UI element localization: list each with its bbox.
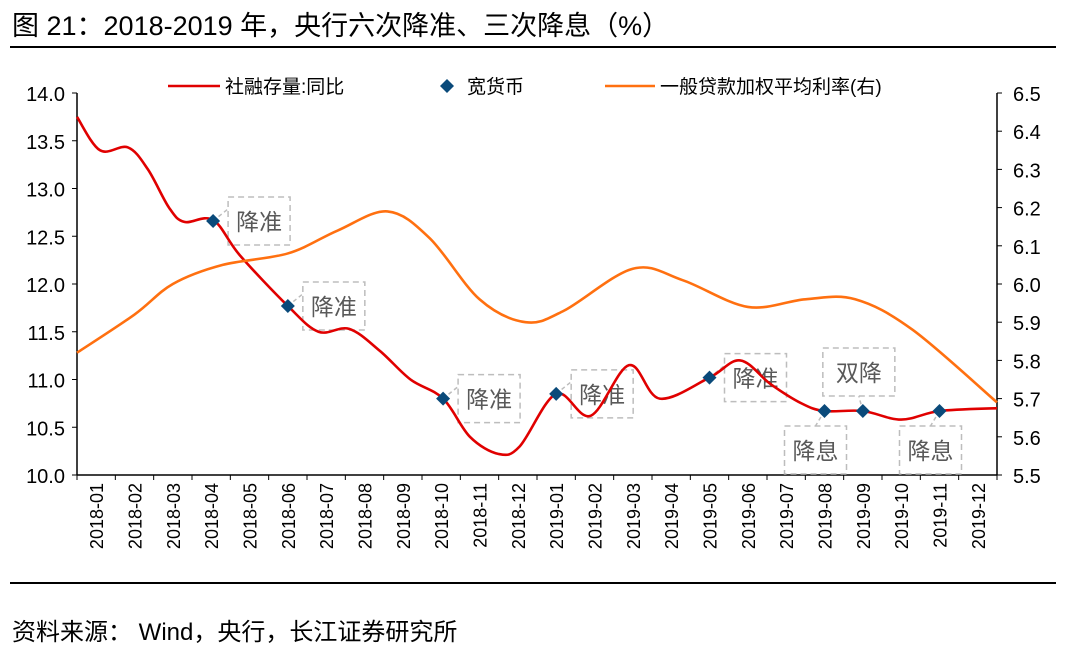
easing-marker xyxy=(855,404,870,419)
x-tick-label: 2018-05 xyxy=(241,483,261,549)
y-tick-label: 12.5 xyxy=(26,227,65,249)
y2-tick-label: 5.5 xyxy=(1013,466,1041,488)
y-tick-label: 10.0 xyxy=(26,466,65,488)
x-tick-label: 2019-07 xyxy=(777,483,797,549)
x-tick-label: 2019-11 xyxy=(931,483,951,548)
legend-label-rate: 一般贷款加权平均利率(右) xyxy=(660,76,882,98)
y-tick-label: 11.5 xyxy=(28,323,65,345)
easing-marker xyxy=(436,391,451,406)
annotation-box xyxy=(570,369,634,419)
annotation-label: 降准 xyxy=(466,387,512,413)
x-tick-label: 2019-05 xyxy=(701,483,721,549)
source-note: 资料来源： Wind，央行，长江证券研究所 xyxy=(12,619,458,646)
legend-swatch-easing xyxy=(440,79,454,93)
x-tick-label: 2019-10 xyxy=(892,483,912,549)
x-tick-label: 2018-01 xyxy=(87,483,107,549)
x-tick-label: 2018-12 xyxy=(509,483,529,549)
y2-tick-label: 5.8 xyxy=(1013,351,1041,373)
annotation-label: 降准 xyxy=(236,209,282,235)
easing-marker xyxy=(280,298,295,313)
x-tick-label: 2018-06 xyxy=(279,483,299,549)
y2-tick-label: 5.6 xyxy=(1013,428,1041,450)
x-tick-label: 2018-07 xyxy=(317,483,337,549)
annotation-label: 降息 xyxy=(793,438,839,464)
y-tick-label: 14.0 xyxy=(26,84,65,106)
x-tick-label: 2018-02 xyxy=(126,483,146,549)
y-tick-label: 10.5 xyxy=(26,418,65,440)
y2-tick-label: 6.0 xyxy=(1013,275,1041,297)
x-tick-label: 2019-08 xyxy=(816,483,836,549)
figure-title: 图 21：2018-2019 年，央行六次降准、三次降息（%） xyxy=(12,11,670,41)
x-tick-label: 2019-02 xyxy=(586,483,606,549)
x-tick-label: 2018-04 xyxy=(202,483,222,549)
annotation-box xyxy=(457,373,521,424)
y-tick-label: 12.0 xyxy=(26,275,65,297)
y2-tick-label: 6.5 xyxy=(1013,84,1041,106)
y2-tick-label: 5.7 xyxy=(1013,390,1041,412)
chart: 10.0 10.5 11.0 11.5 12.0 12.5 13.0 13.5 14.0 5.5 5… xyxy=(26,76,1041,549)
annotation-label: 降息 xyxy=(908,438,954,464)
annotation-label: 双降 xyxy=(836,360,882,386)
x-tick-label: 2018-11 xyxy=(471,483,491,548)
easing-marker xyxy=(206,213,221,228)
legend-label-tsf: 社融存量:同比 xyxy=(225,76,344,98)
y2-tick-label: 6.2 xyxy=(1013,199,1041,221)
top-rule xyxy=(10,46,1056,48)
loan-rate-line xyxy=(76,210,998,404)
x-tick-label: 2018-08 xyxy=(356,483,376,549)
x-tick-label: 2018-09 xyxy=(394,483,414,549)
annotation-box xyxy=(723,352,788,403)
annotation-label: 降准 xyxy=(311,294,357,320)
x-tick-label: 2019-04 xyxy=(662,483,682,549)
x-tick-label: 2019-06 xyxy=(739,483,759,549)
legend-label-easing: 宽货币 xyxy=(467,76,524,98)
x-tick-label: 2018-10 xyxy=(432,483,452,549)
x-tick-label: 2019-01 xyxy=(547,483,567,549)
bottom-rule xyxy=(10,582,1056,584)
annotation-box xyxy=(227,196,291,246)
y2-tick-label: 6.1 xyxy=(1013,237,1041,259)
y-tick-label: 13.0 xyxy=(26,180,65,202)
easing-marker xyxy=(549,386,564,401)
easing-marker xyxy=(702,370,717,385)
x-tick-label: 2019-09 xyxy=(854,483,874,549)
x-tick-label: 2019-03 xyxy=(624,483,644,549)
easing-marker xyxy=(932,404,947,419)
y2-tick-label: 5.9 xyxy=(1013,313,1041,335)
x-tick-label: 2018-03 xyxy=(164,483,184,549)
x-tick-label: 2019-12 xyxy=(969,483,989,549)
y-tick-label: 11.0 xyxy=(28,371,65,393)
y2-tick-label: 6.4 xyxy=(1013,122,1041,144)
easing-marker xyxy=(817,404,832,419)
y2-tick-label: 6.3 xyxy=(1013,160,1041,182)
tsf-growth-line xyxy=(75,116,998,457)
y-tick-label: 13.5 xyxy=(26,132,65,154)
